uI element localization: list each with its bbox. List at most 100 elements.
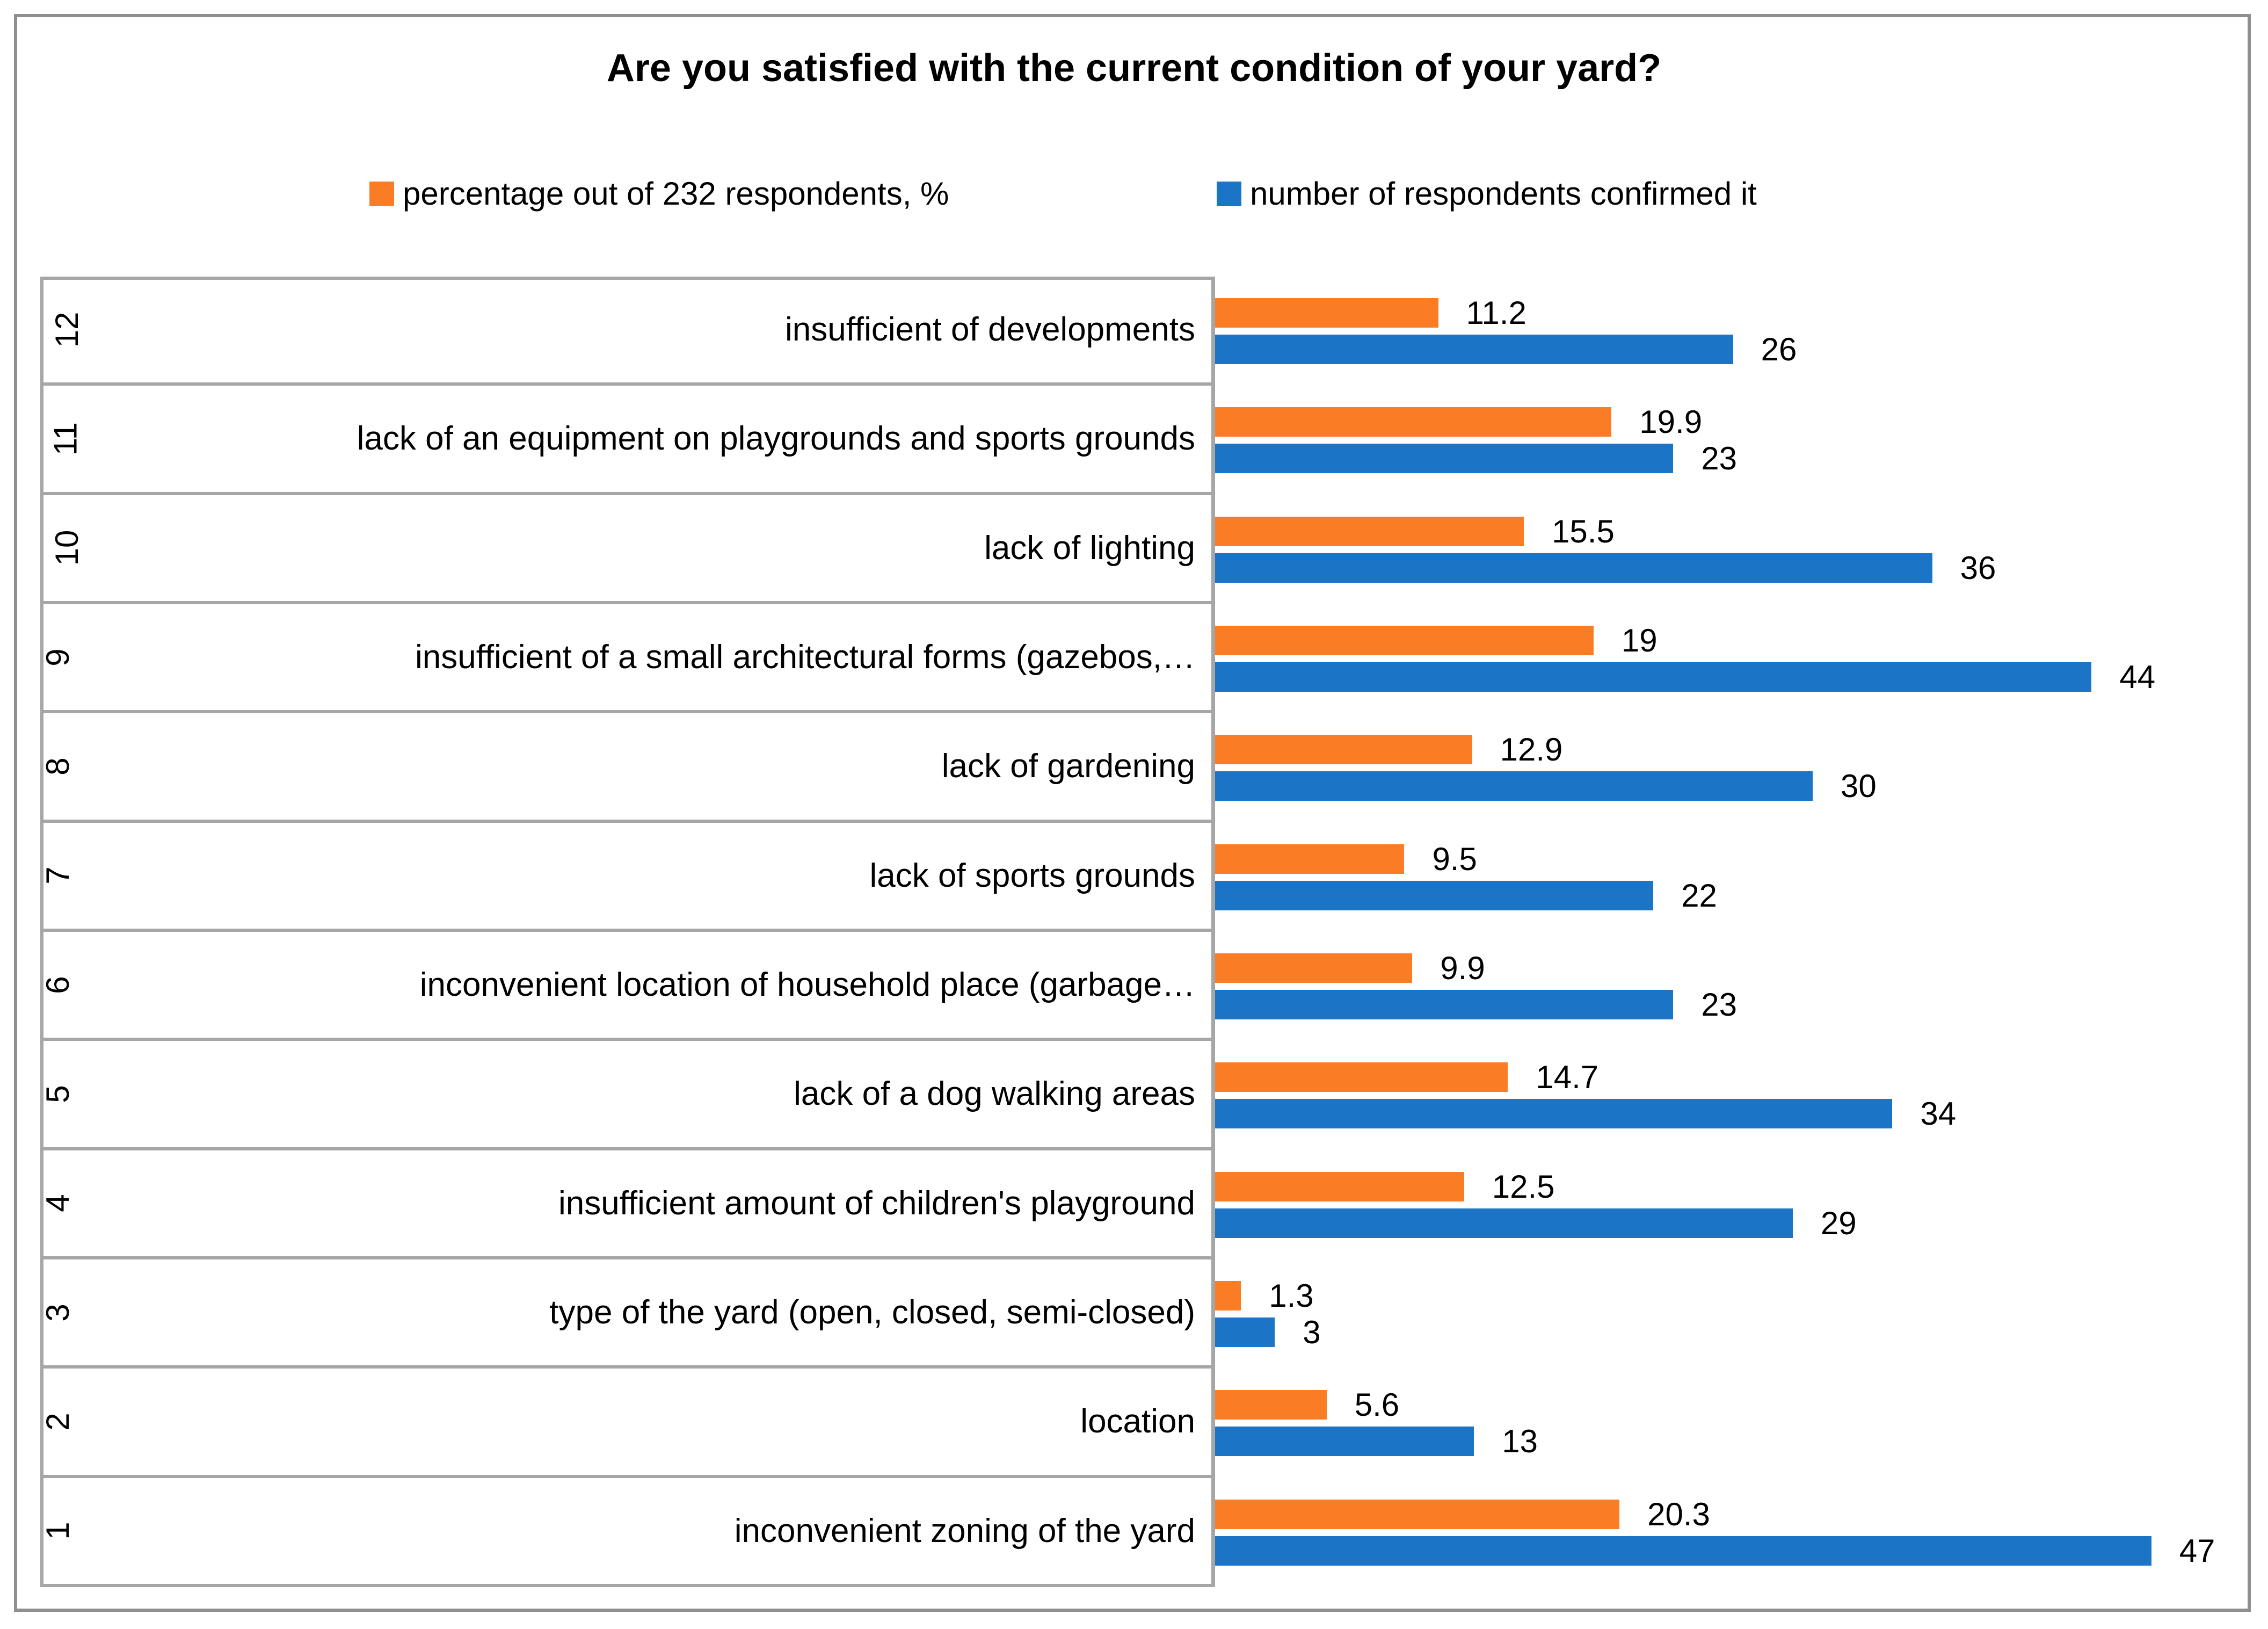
category-label: type of the yard (open, closed, semi-clo… xyxy=(549,1293,1195,1331)
row-number: 2 xyxy=(40,1413,76,1431)
chart-title: Are you satisfied with the current condi… xyxy=(606,47,1662,90)
row-number: 3 xyxy=(40,1303,76,1322)
category-label: inconvenient zoning of the yard xyxy=(734,1512,1195,1550)
row-bars: 5.6 13 xyxy=(1215,1369,2220,1478)
row-bars: 11.2 26 xyxy=(1215,277,2220,386)
row-number: 5 xyxy=(40,1085,76,1103)
chart-row: 2 location 5.6 13 xyxy=(40,1369,2220,1478)
category-table-left-border xyxy=(40,277,43,1587)
percentage-bar xyxy=(1215,516,1524,546)
percentage-bar xyxy=(1215,953,1413,983)
category-label-cell: 6 inconvenient location of household pla… xyxy=(40,932,1211,1041)
percentage-bar xyxy=(1215,1390,1327,1420)
count-bar-line: 36 xyxy=(1215,550,2220,586)
percentage-bar-line: 12.5 xyxy=(1215,1169,2220,1205)
row-bars: 15.5 36 xyxy=(1215,495,2220,604)
count-bar xyxy=(1215,989,1674,1019)
percentage-bar xyxy=(1215,844,1405,874)
legend-item-percentage: percentage out of 232 respondents, % xyxy=(369,175,949,212)
percentage-bar-line: 9.9 xyxy=(1215,950,2220,986)
percentage-bar xyxy=(1215,1499,1620,1529)
count-bar-line: 34 xyxy=(1215,1096,2220,1132)
count-value-label: 30 xyxy=(1841,768,1877,805)
chart-row: 9 insufficient of a small architectural … xyxy=(40,604,2220,714)
category-label-cell: 7 lack of sports grounds xyxy=(40,823,1211,932)
category-table-top-border xyxy=(40,277,1215,280)
percentage-value-label: 1.3 xyxy=(1269,1277,1314,1314)
percentage-bar xyxy=(1215,735,1472,765)
chart-row: 5 lack of a dog walking areas 14.7 34 xyxy=(40,1041,2220,1150)
row-bars: 20.3 47 xyxy=(1215,1478,2220,1587)
percentage-bar-line: 20.3 xyxy=(1215,1496,2220,1532)
category-label: lack of sports grounds xyxy=(869,857,1195,894)
category-label-cell: 9 insufficient of a small architectural … xyxy=(40,604,1211,714)
count-bar xyxy=(1215,553,1932,583)
count-bar-line: 26 xyxy=(1215,331,2220,367)
count-bar xyxy=(1215,1099,1893,1129)
percentage-bar-line: 9.5 xyxy=(1215,841,2220,877)
percentage-value-label: 12.9 xyxy=(1500,732,1563,768)
percentage-bar-line: 14.7 xyxy=(1215,1059,2220,1095)
percentage-value-label: 5.6 xyxy=(1354,1387,1400,1423)
count-bar-line: 47 xyxy=(1215,1533,2220,1569)
count-value-label: 44 xyxy=(2119,658,2156,695)
count-bar-line: 23 xyxy=(1215,987,2220,1023)
percentage-value-label: 9.5 xyxy=(1432,841,1477,877)
row-number: 9 xyxy=(40,648,76,667)
count-value-label: 22 xyxy=(1681,877,1717,914)
category-axis-line xyxy=(1211,277,1215,1587)
count-bar xyxy=(1215,880,1654,910)
chart-row: 10 lack of lighting 15.5 36 xyxy=(40,495,2220,604)
category-label: lack of gardening xyxy=(941,748,1195,785)
percentage-bar-line: 12.9 xyxy=(1215,732,2220,768)
percentage-series-swatch-icon xyxy=(369,181,394,206)
count-bar xyxy=(1215,1427,1474,1457)
count-bar-line: 22 xyxy=(1215,878,2220,914)
chart-row: 12 insufficient of developments 11.2 26 xyxy=(40,277,2220,386)
percentage-value-label: 15.5 xyxy=(1552,513,1615,549)
category-label-cell: 12 insufficient of developments xyxy=(40,277,1211,386)
percentage-value-label: 14.7 xyxy=(1536,1059,1599,1096)
row-bars: 12.5 29 xyxy=(1215,1150,2220,1259)
row-bars: 19.9 23 xyxy=(1215,386,2220,495)
category-label: lack of an equipment on playgrounds and … xyxy=(357,420,1195,458)
chart-row: 1 inconvenient zoning of the yard 20.3 4… xyxy=(40,1478,2220,1587)
percentage-bar-line: 15.5 xyxy=(1215,513,2220,549)
count-bar-line: 30 xyxy=(1215,768,2220,804)
category-label: insufficient of a small architectural fo… xyxy=(415,639,1195,676)
row-bars: 19 44 xyxy=(1215,604,2220,713)
percentage-value-label: 9.9 xyxy=(1440,950,1485,986)
legend-item-count: number of respondents confirmed it xyxy=(1217,175,1757,212)
percentage-value-label: 11.2 xyxy=(1466,295,1526,331)
row-number: 6 xyxy=(40,975,76,994)
count-bar-line: 44 xyxy=(1215,659,2220,695)
percentage-bar xyxy=(1215,1171,1464,1201)
percentage-value-label: 20.3 xyxy=(1647,1496,1710,1532)
chart-outer-border xyxy=(14,14,2251,1612)
category-label-cell: 10 lack of lighting xyxy=(40,495,1211,604)
count-bar xyxy=(1215,771,1813,801)
category-label-cell: 4 insufficient amount of children's play… xyxy=(40,1150,1211,1259)
chart-row: 11 lack of an equipment on playgrounds a… xyxy=(40,386,2220,495)
row-number: 8 xyxy=(40,757,76,776)
percentage-bar xyxy=(1215,1280,1241,1311)
category-label-cell: 1 inconvenient zoning of the yard xyxy=(40,1478,1211,1587)
percentage-bar-line: 1.3 xyxy=(1215,1278,2220,1314)
chart-row: 3 type of the yard (open, closed, semi-c… xyxy=(40,1259,2220,1369)
count-bar xyxy=(1215,1536,2151,1566)
count-bar-line: 3 xyxy=(1215,1314,2220,1350)
row-number: 4 xyxy=(40,1194,76,1212)
legend-item-label: number of respondents confirmed it xyxy=(1250,176,1757,212)
category-label: inconvenient location of household place… xyxy=(419,966,1195,1003)
count-bar-line: 23 xyxy=(1215,440,2220,476)
count-value-label: 13 xyxy=(1502,1423,1538,1460)
category-label: lack of lighting xyxy=(984,529,1195,567)
row-bars: 12.9 30 xyxy=(1215,713,2220,822)
count-value-label: 47 xyxy=(2179,1532,2215,1569)
row-number: 7 xyxy=(40,866,76,885)
percentage-bar xyxy=(1215,298,1438,328)
bar-chart-area: 12 insufficient of developments 11.2 2 6 … xyxy=(40,277,2220,1587)
row-bars: 9.5 22 xyxy=(1215,823,2220,932)
chart-rows: 12 insufficient of developments 11.2 2 6 … xyxy=(40,277,2220,1587)
percentage-bar-line: 19 xyxy=(1215,622,2220,658)
